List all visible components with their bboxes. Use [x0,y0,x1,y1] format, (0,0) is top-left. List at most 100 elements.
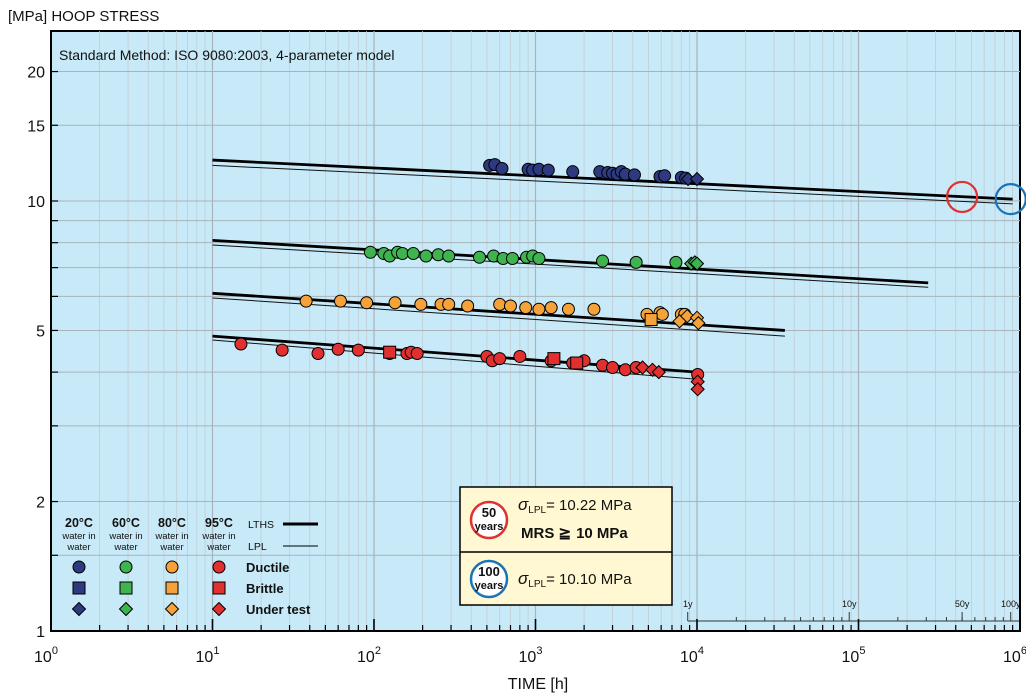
ductile-point [495,162,509,176]
legend-brittle-marker [72,581,86,595]
legend-under-test-marker [71,601,87,617]
legend-temp-sub: water [113,542,137,553]
legend-under-test-marker [211,601,227,617]
legend-temp-label: 80°C [158,516,186,530]
x-tick-exponent: 4 [698,645,704,657]
x-tick-label: 100 [34,645,58,666]
x-tick-exponent: 2 [375,645,381,657]
method-note: Standard Method: ISO 9080:2003, 4-parame… [59,47,394,63]
ductile-point [275,343,289,357]
legend-under-test-marker [164,601,180,617]
years-50-unit: years [475,521,504,533]
under-test-point [680,308,695,324]
legend: 20°C water in water 60°C water in water … [61,516,318,617]
ductile-point [596,254,610,268]
legend-temp-sub: water in [61,531,95,542]
ductile-point [513,349,527,363]
ductile-point [410,346,424,360]
x-tick-exponent: 6 [1021,645,1026,657]
mrs-label: MRS ≧ [521,525,571,542]
x-tick-base: 10 [842,649,860,666]
x-tick-label: 103 [519,645,543,666]
ductile-point [493,352,507,366]
ductile-point [532,302,546,316]
y-axis-title: [MPa] HOOP STRESS [8,8,159,25]
legend-temp-sub: water in [154,531,188,542]
x-axis-title: TIME [h] [508,676,568,693]
y-tick-label: 1 [36,624,45,641]
y-tick-label: 5 [36,323,45,340]
year-scale: 1y 10y 50y 100y [683,599,1021,622]
brittle-point [383,345,397,359]
sigma-50-value: = 10.22 MPa [546,497,632,514]
legend-temp-20: 20°C water in water [61,516,95,553]
year-tick-label: 10y [842,599,857,609]
ductile-point [414,297,428,311]
ductile-point [566,165,580,179]
sigma-100-value: = 10.10 MPa [546,571,632,588]
ductile-point [311,346,325,360]
legend-temp-sub: water [66,542,90,553]
ductile-point [541,163,555,177]
ductile-point [331,342,345,356]
lths-line-1 [212,238,929,285]
under-test-point [690,382,705,397]
sigma-subscript: LPL [528,579,546,590]
y-tick-label: 15 [27,118,45,135]
legend-markers [71,560,227,617]
legend-lths-label: LTHS [248,519,274,531]
legend-brittle-label: Brittle [246,581,284,596]
ductile-point [606,361,620,375]
sigma-lpl-100: σLPL= 10.10 MPa [518,569,632,590]
grid-lines [51,31,1020,631]
ductile-point [532,251,546,265]
ductile-point [669,255,683,269]
legend-temp-label: 20°C [65,516,93,530]
legend-temp-label: 60°C [112,516,140,530]
ductile-point [655,307,669,321]
ductile-point [544,301,558,315]
years-50-ring-icon [469,500,509,540]
ductile-point [629,255,643,269]
ductile-point [503,299,517,313]
legend-lpl-label: LPL [248,541,267,553]
years-100-number: 100 [478,564,500,579]
ductile-point [461,299,475,313]
legend-under-test-label: Under test [246,602,311,617]
x-tick-label: 105 [842,645,866,666]
legend-temp-sub: water [206,542,230,553]
ductile-point [587,302,601,316]
legend-temp-80: 80°C water in water [154,516,188,553]
x-tick-label: 101 [196,645,220,666]
x-tick-base: 10 [357,649,375,666]
year-tick-label: 1y [683,599,693,609]
year-tick-label: 100y [1001,599,1021,609]
ductile-point [406,246,420,260]
legend-ductile-marker [212,560,226,574]
ductile-point [505,251,519,265]
ductile-point [363,245,377,259]
legend-brittle-marker [212,581,226,595]
x-tick-base: 10 [1003,649,1021,666]
legend-temp-60: 60°C water in water [108,516,142,553]
x-tick-label: 104 [680,645,704,666]
y-tick-label: 2 [36,495,45,512]
legend-ductile-marker [119,560,133,574]
ductile-point [493,297,507,311]
ductile-point [472,250,486,264]
legend-temp-sub: water in [108,531,142,542]
ductile-point [627,168,641,182]
extrapolation-ring-icon [945,180,979,214]
under-test-point [691,315,706,331]
x-tick-exponent: 1 [213,645,219,657]
legend-under-test-marker [118,601,134,617]
ductile-point [351,343,365,357]
x-tick-exponent: 5 [859,645,865,657]
brittle-point [644,313,658,327]
ductile-point [299,294,313,308]
years-100-unit: years [475,580,504,592]
data-points [234,158,706,397]
sigma-lpl-50: σLPL= 10.22 MPa [518,495,632,516]
ductile-point [442,249,456,263]
legend-brittle-marker [119,581,133,595]
